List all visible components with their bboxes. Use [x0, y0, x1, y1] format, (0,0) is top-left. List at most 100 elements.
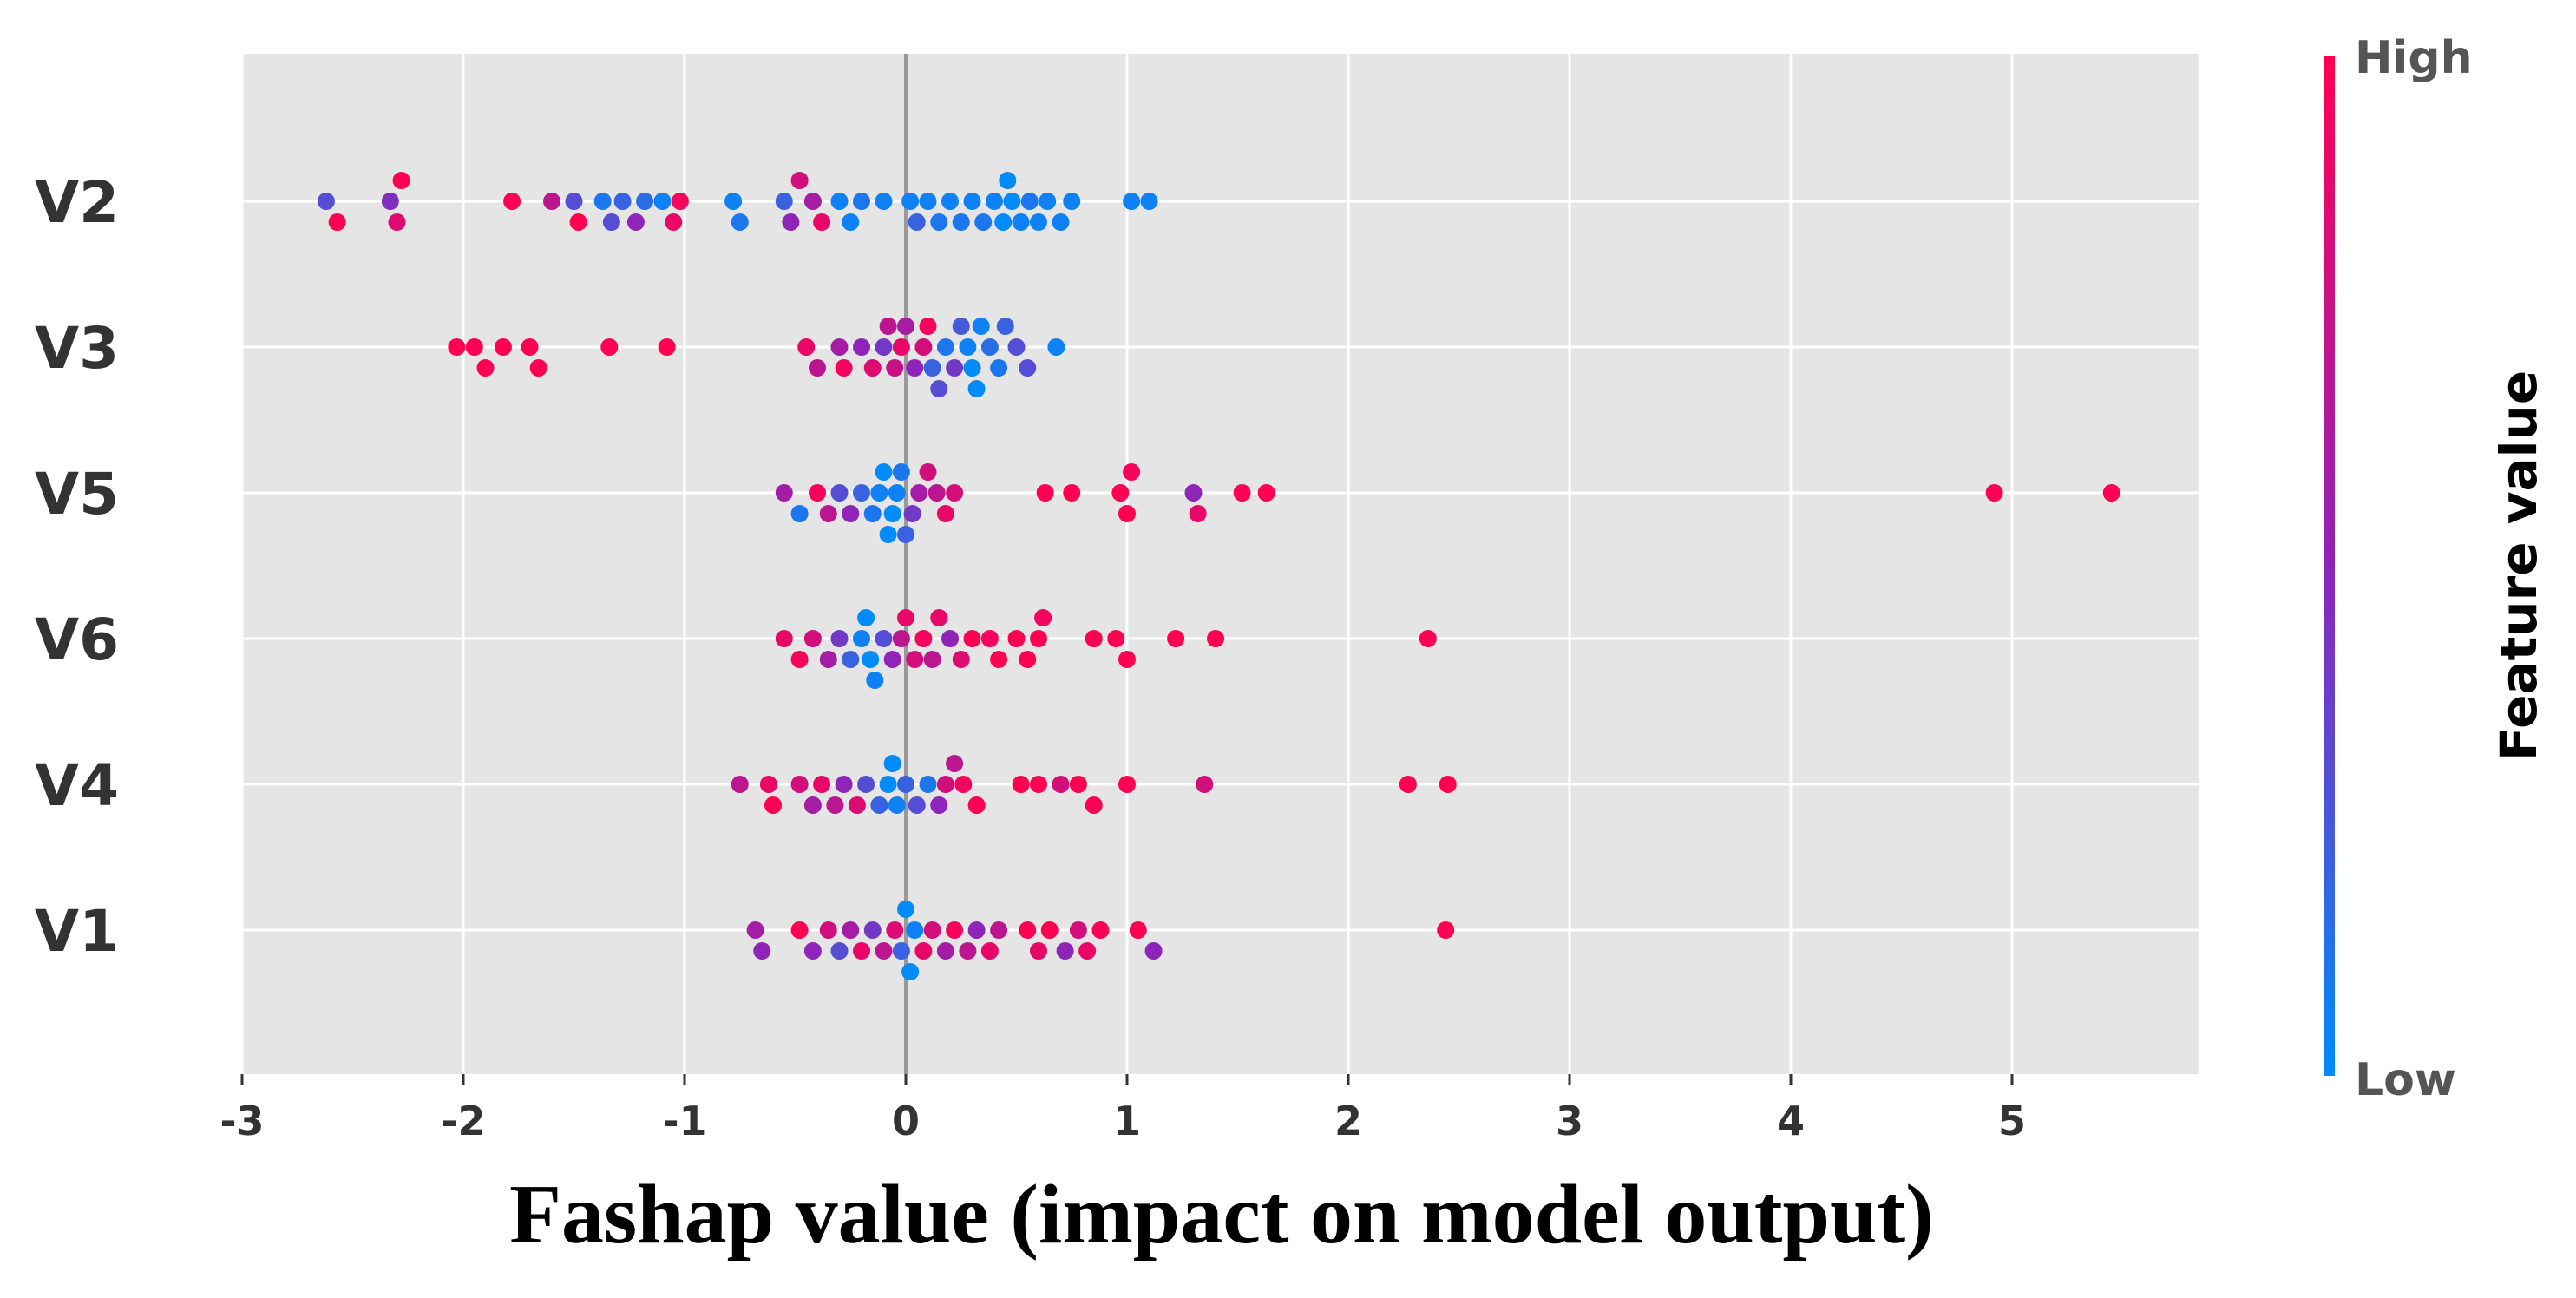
- shap-point-v3: [835, 359, 853, 377]
- shap-point-v6: [923, 651, 941, 668]
- shap-point-v5: [1063, 484, 1081, 502]
- shap-point-v1: [946, 921, 964, 939]
- shap-point-v6: [906, 651, 924, 668]
- colorbar: [2324, 56, 2335, 1076]
- shap-point-v6: [1030, 630, 1047, 647]
- shap-point-v4: [1030, 776, 1047, 793]
- shap-point-v2: [626, 213, 645, 231]
- shap-point-v6: [930, 609, 948, 626]
- shap-point-v6: [1167, 630, 1185, 647]
- shap-point-v6: [1034, 609, 1052, 626]
- scatter-points: [317, 172, 2120, 980]
- shap-point-v2: [952, 213, 970, 231]
- shap-point-v1: [967, 921, 986, 939]
- shap-point-v4: [1196, 776, 1214, 793]
- shap-point-v3: [990, 359, 1008, 377]
- shap-point-v1: [901, 963, 920, 980]
- shap-point-v2: [328, 213, 346, 231]
- shap-point-v1: [936, 942, 954, 960]
- shap-point-v4: [1118, 776, 1136, 793]
- shap-point-v4: [803, 796, 822, 814]
- shap-point-v3: [936, 338, 954, 356]
- shap-point-v3: [930, 380, 948, 397]
- shap-point-v2: [613, 193, 632, 210]
- shap-point-v1: [853, 942, 870, 960]
- shap-point-v1: [1078, 942, 1097, 960]
- shap-point-v3: [863, 359, 882, 377]
- shap-point-v4: [883, 755, 901, 772]
- shap-point-v2: [930, 213, 948, 231]
- shap-point-v2: [317, 193, 335, 210]
- shap-point-v2: [1003, 193, 1021, 210]
- shap-point-v2: [1123, 193, 1141, 210]
- shap-point-v1: [753, 942, 771, 960]
- shap-point-v6: [842, 651, 860, 668]
- shap-point-v3: [465, 338, 483, 356]
- shap-point-v5: [819, 505, 837, 522]
- shap-point-v1: [1056, 942, 1074, 960]
- shap-point-v1: [1019, 921, 1037, 939]
- shap-point-v3: [980, 338, 999, 356]
- shap-point-v1: [746, 921, 764, 939]
- feature-label-v5: V5: [35, 461, 119, 528]
- feature-label-v2: V2: [35, 169, 119, 236]
- shap-point-v5: [1111, 484, 1130, 502]
- shap-point-v5: [879, 526, 897, 543]
- shap-point-v5: [892, 463, 910, 481]
- shap-point-v5: [790, 505, 809, 522]
- shap-point-v4: [835, 776, 853, 793]
- shap-point-v2: [388, 213, 406, 231]
- shap-point-v1: [906, 921, 924, 939]
- shap-point-v3: [914, 338, 933, 356]
- shap-point-v4: [857, 776, 875, 793]
- shap-point-v1: [1040, 921, 1059, 939]
- shap-point-v4: [1052, 776, 1070, 793]
- shap-point-v4: [1439, 776, 1457, 793]
- colorbar-low-label: Low: [2355, 1054, 2456, 1106]
- shap-point-v3: [972, 318, 990, 335]
- shap-point-v3: [952, 318, 970, 335]
- shap-point-v2: [842, 213, 860, 231]
- shap-point-v2: [1063, 193, 1081, 210]
- shap-point-v2: [671, 193, 689, 210]
- shap-point-v5: [809, 484, 826, 502]
- shap-point-v2: [775, 193, 793, 210]
- shap-point-v2: [602, 213, 620, 231]
- shap-point-v2: [999, 172, 1017, 189]
- shap-point-v5: [883, 505, 901, 522]
- shap-point-v2: [908, 213, 926, 231]
- shap-point-v3: [529, 359, 547, 377]
- shap-point-v3: [959, 338, 977, 356]
- shap-point-v6: [990, 651, 1008, 668]
- shap-point-v3: [809, 359, 826, 377]
- feature-labels: V2 V3 V5 V6 V4 V1: [35, 169, 119, 965]
- shap-point-v3: [946, 359, 964, 377]
- shap-point-v4: [908, 796, 926, 814]
- colorbar-title: Feature value: [2489, 370, 2548, 761]
- shap-point-v4: [930, 796, 948, 814]
- shap-point-v5: [888, 484, 906, 502]
- shap-point-v3: [658, 338, 676, 356]
- shap-point-v5: [853, 484, 870, 502]
- shap-point-v3: [853, 338, 870, 356]
- x-tick-label: 5: [1998, 1098, 2026, 1144]
- shap-point-v2: [813, 213, 831, 231]
- shap-point-v6: [892, 630, 910, 647]
- shap-point-v2: [724, 193, 743, 210]
- x-tick-label: 0: [892, 1098, 920, 1144]
- shap-point-v5: [903, 505, 921, 522]
- shap-point-v2: [1052, 213, 1070, 231]
- shap-point-v4: [936, 776, 954, 793]
- shap-point-v1: [897, 901, 914, 918]
- shap-point-v3: [963, 359, 981, 377]
- shap-point-v3: [1047, 338, 1065, 356]
- shap-point-v1: [923, 921, 941, 939]
- shap-point-v4: [919, 776, 937, 793]
- shap-point-v2: [919, 193, 937, 210]
- shap-point-v4: [790, 776, 809, 793]
- shap-point-v3: [897, 318, 914, 335]
- shap-point-v2: [381, 193, 399, 210]
- x-tick-label: 2: [1334, 1098, 1362, 1144]
- shap-point-v2: [503, 193, 521, 210]
